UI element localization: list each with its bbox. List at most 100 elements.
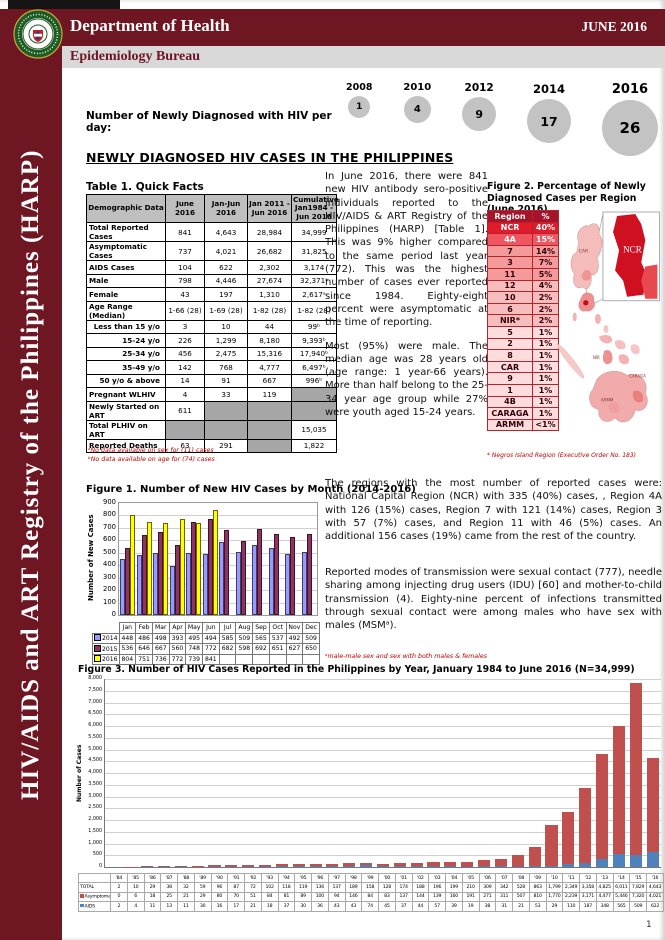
table1-value-cell: 99ᵇ	[291, 319, 337, 334]
fig3-value-cell: 128	[378, 882, 396, 893]
table1-value-cell: 32,371ᵃ	[291, 273, 337, 288]
fig1-value-cell: 565	[252, 632, 270, 644]
fig3-bar-asymptomatic-'13	[595, 753, 609, 859]
region-name: 11	[487, 267, 533, 281]
fig3-value-cell: 81	[277, 891, 296, 903]
paragraph-2: Most (95%) were male. The median age was…	[325, 340, 488, 419]
figure3-title: Figure 3. Number of HIV Cases Reported i…	[78, 664, 635, 675]
philippines-map: NCR CAR NIR CARAGA ARMM	[557, 211, 660, 423]
table1-na-cell	[204, 419, 248, 440]
fig1-bar-2014-Sep	[252, 544, 257, 615]
fig3-bar-asymptomatic-'06	[478, 859, 491, 867]
table1-title: Table 1. Quick Facts	[86, 181, 204, 193]
fig1-value-cell: 650	[302, 643, 320, 655]
region-name: NCR	[487, 221, 533, 235]
fig3-value-cell: 863	[528, 882, 547, 893]
fig1-series-row: 2015 536 646 667 560 748 772 682 598 692 651 627 650	[92, 643, 320, 655]
region-name: 4B	[487, 395, 533, 409]
fig3-value-cell: 89	[294, 891, 312, 903]
fig3-value-cell: 96	[210, 882, 229, 893]
fig3-value-cell: 110	[562, 901, 580, 912]
fig3-value-cell: 210	[461, 882, 480, 893]
fig1-bar-2015-Oct	[273, 534, 279, 615]
table-row: Female 43 197 1,310 2,617ᵃ	[86, 287, 337, 302]
fig1-month-header: Jul	[218, 622, 237, 634]
figure3-chart: Number of Cases 0 500 1,000 1,500 2,000 2,500…	[76, 676, 664, 912]
fig1-bar-2016-Jan	[130, 514, 135, 615]
table1-value-cell: 1-69 (28)	[204, 300, 248, 321]
fig3-bar-asymptomatic-'89	[191, 865, 204, 867]
fig1-bar-2014-Jan	[120, 559, 125, 615]
fig3-year-header: '93	[260, 872, 279, 884]
table-row: 25-34 y/o 456 2,475 15,316 17,940ᵇ	[86, 346, 337, 361]
gridline	[119, 590, 317, 592]
per-day-item: 2014 17	[527, 82, 572, 143]
fig1-value-cell: 560	[168, 643, 187, 655]
region-pct: 1%	[532, 325, 559, 339]
per-day-items: 2008 1 2010 4 2012 9 2014 17 2016 26	[346, 82, 658, 156]
fig3-value-cell: 311	[495, 891, 513, 903]
y-tick-label: 3,000	[88, 793, 102, 799]
region-pct: 4%	[532, 279, 559, 293]
fig3-bar-asymptomatic-'91	[225, 864, 238, 867]
quick-facts-table: Demographic Data June 2016 Jan-Jun 2016 Jan…	[86, 194, 339, 453]
table-row: Total Reported Cases 841 4,643 28,984 34,999	[86, 222, 337, 242]
fig1-month-header: Dec	[302, 622, 320, 634]
region-row: 2 1%	[487, 337, 559, 351]
gridline	[119, 602, 317, 604]
fig3-bar-aids-'96	[309, 866, 322, 867]
fig3-value-cell: 118	[277, 882, 296, 893]
fig3-value-cell: 36	[311, 901, 329, 912]
region-row: 6 2%	[487, 302, 559, 316]
region-name: 2	[487, 337, 533, 351]
table1-value-cell: 104	[165, 260, 205, 275]
fig3-bar-asymptomatic-'95	[292, 864, 305, 867]
fig3-bar-aids-'97	[326, 866, 339, 867]
region-row: NCR 40%	[487, 221, 559, 235]
fig1-bar-2016-May	[196, 523, 201, 615]
region-row: 1 1%	[487, 383, 559, 397]
fig3-value-cell: 189	[344, 882, 363, 893]
fig3-year-header: '07	[495, 872, 513, 884]
fig3-year-header: '03	[428, 872, 446, 884]
per-day-item: 2008 1	[346, 82, 372, 118]
fig3-bar-asymptomatic-'09	[528, 846, 541, 866]
table1-row-label: 15-24 y/o	[86, 333, 166, 348]
fig3-legend-Asymptomatic: Asymptomatic	[78, 891, 111, 903]
region-pct: 1%	[532, 337, 559, 351]
table1-row-label: 50 y/o & above	[86, 373, 166, 388]
fig3-value-cell: 160	[445, 891, 463, 903]
fig3-value-cell: 2,349	[562, 882, 580, 893]
per-day-year: 2012	[464, 82, 494, 94]
fig1-bar-2015-Nov	[290, 536, 295, 615]
fig3-value-cell: 191	[461, 891, 480, 903]
table1-value-cell: 119	[247, 387, 292, 402]
region-pct: 7%	[532, 256, 559, 269]
fig3-year-header: '02	[411, 872, 430, 884]
table1-na-cell	[247, 419, 292, 440]
y-tick-label: 6,500	[88, 711, 102, 717]
fig3-value-cell: 4	[126, 901, 145, 912]
fig1-series-row: 2014 448 486 498 393 495 494 585 509 565 537 492 509	[92, 632, 320, 644]
gridline	[105, 749, 661, 751]
fig3-value-cell: 18	[143, 891, 162, 903]
fig1-table-corner	[93, 623, 120, 634]
gridline	[105, 773, 661, 774]
table1-value-cell: 4,777	[247, 360, 292, 375]
fig1-month-header: May	[185, 622, 204, 634]
fig3-value-cell: 38	[478, 901, 497, 912]
fig3-value-cell: 309	[478, 882, 497, 893]
fig3-series-row: Asymptomatic0618252129807051848189100941…	[78, 891, 664, 903]
fig3-value-cell: 53	[528, 901, 547, 912]
fig1-month-header: Jun	[202, 622, 220, 634]
fig3-bar-asymptomatic-'87	[157, 866, 170, 867]
per-day-item: 2012 9	[462, 82, 497, 131]
y-tick-label: 100	[103, 597, 116, 606]
table1-value-cell: 142	[165, 360, 205, 375]
gridline	[119, 552, 317, 554]
fig1-month-header: Apr	[168, 622, 187, 634]
region-pct: 14%	[532, 244, 559, 258]
fig3-value-cell: 83	[378, 891, 396, 903]
table1-value-cell: 456	[165, 346, 205, 361]
